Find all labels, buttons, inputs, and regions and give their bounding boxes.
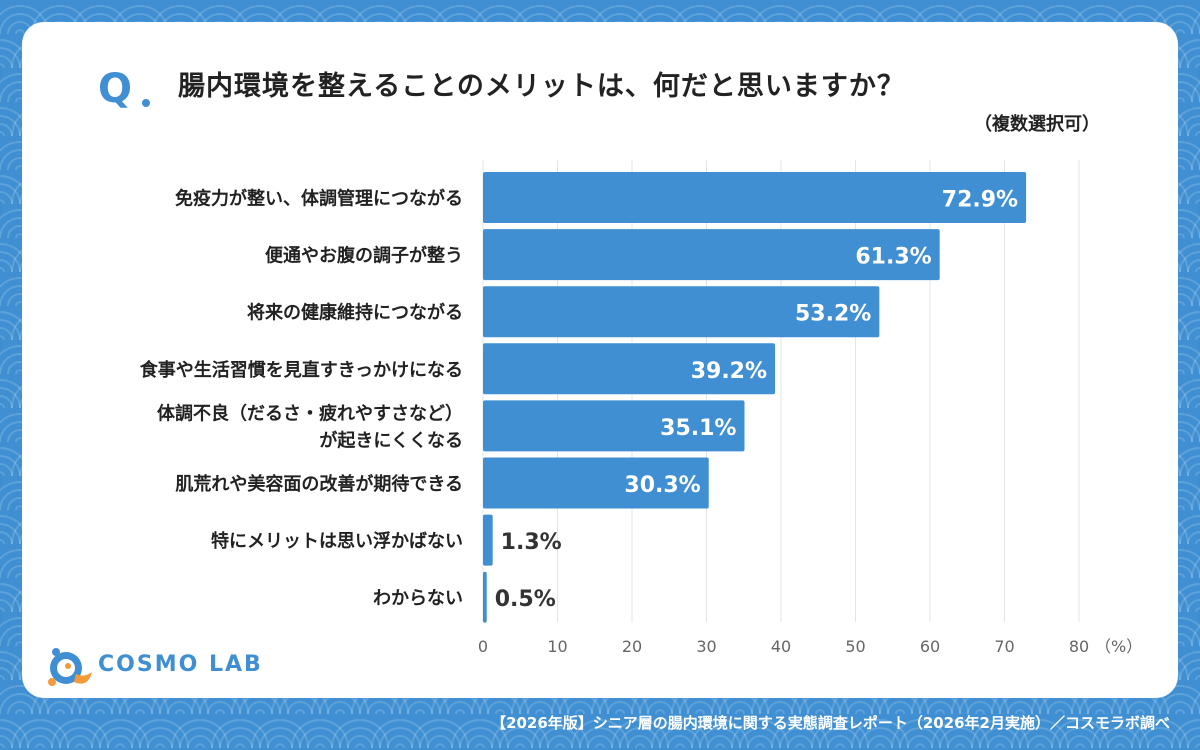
x-tick-label: 10: [547, 637, 567, 656]
x-tick-label: 50: [845, 637, 865, 656]
category-label: 体調不良（だるさ・疲れやすさなど）: [157, 402, 463, 424]
x-tick-label: 40: [771, 637, 791, 656]
data-label: 61.3%: [855, 245, 931, 270]
bar: [483, 514, 493, 566]
bar: [483, 571, 487, 623]
source-footer: 【2026年版】シニア層の腸内環境に関する実態調査レポート（2026年2月実施）…: [491, 714, 1170, 732]
data-label: 30.3%: [624, 473, 700, 498]
multiple-choice-note: （複数選択可）: [974, 114, 1100, 135]
bar: [483, 229, 940, 281]
data-label: 53.2%: [795, 302, 871, 327]
x-axis-unit: （%）: [1095, 637, 1142, 656]
x-tick-label: 0: [478, 637, 488, 656]
category-label: 肌荒れや美容面の改善が期待できる: [175, 473, 463, 495]
category-label: 特にメリットは思い浮かばない: [211, 530, 463, 552]
bar: [483, 343, 776, 395]
data-label: 72.9%: [942, 188, 1018, 213]
question-title: 腸内環境を整えることのメリットは、何だと思いますか？: [178, 71, 905, 102]
cosmo-lab-logo: COSMO LAB: [44, 642, 261, 692]
data-label: 39.2%: [691, 359, 767, 384]
logo-mascot-icon: [48, 648, 92, 686]
category-label: 便通やお腹の調子が整う: [265, 245, 463, 267]
bar: [483, 172, 1027, 223]
bar: [483, 286, 880, 338]
data-label: 1.3%: [501, 530, 562, 555]
bar: [483, 400, 745, 452]
question-mark-label: Q: [98, 66, 132, 112]
category-label: 免疫力が整い、体調管理につながる: [175, 188, 463, 210]
x-tick-label: 60: [920, 637, 940, 656]
question-dot: [142, 99, 150, 107]
x-tick-label: 80: [1069, 637, 1089, 656]
x-tick-label: 70: [994, 637, 1014, 656]
x-tick-label: 20: [622, 637, 642, 656]
logo-text: COSMO LAB: [98, 652, 263, 677]
bar: [483, 457, 709, 509]
data-label: 0.5%: [495, 587, 556, 612]
category-label: が起きにくくなる: [319, 429, 463, 451]
data-label: 35.1%: [660, 416, 736, 441]
x-tick-label: 30: [696, 637, 716, 656]
category-label: 食事や生活習慣を見直すきっかけになる: [139, 359, 463, 381]
category-label: わからない: [373, 588, 463, 609]
category-label: 将来の健康維持につながる: [247, 302, 463, 324]
